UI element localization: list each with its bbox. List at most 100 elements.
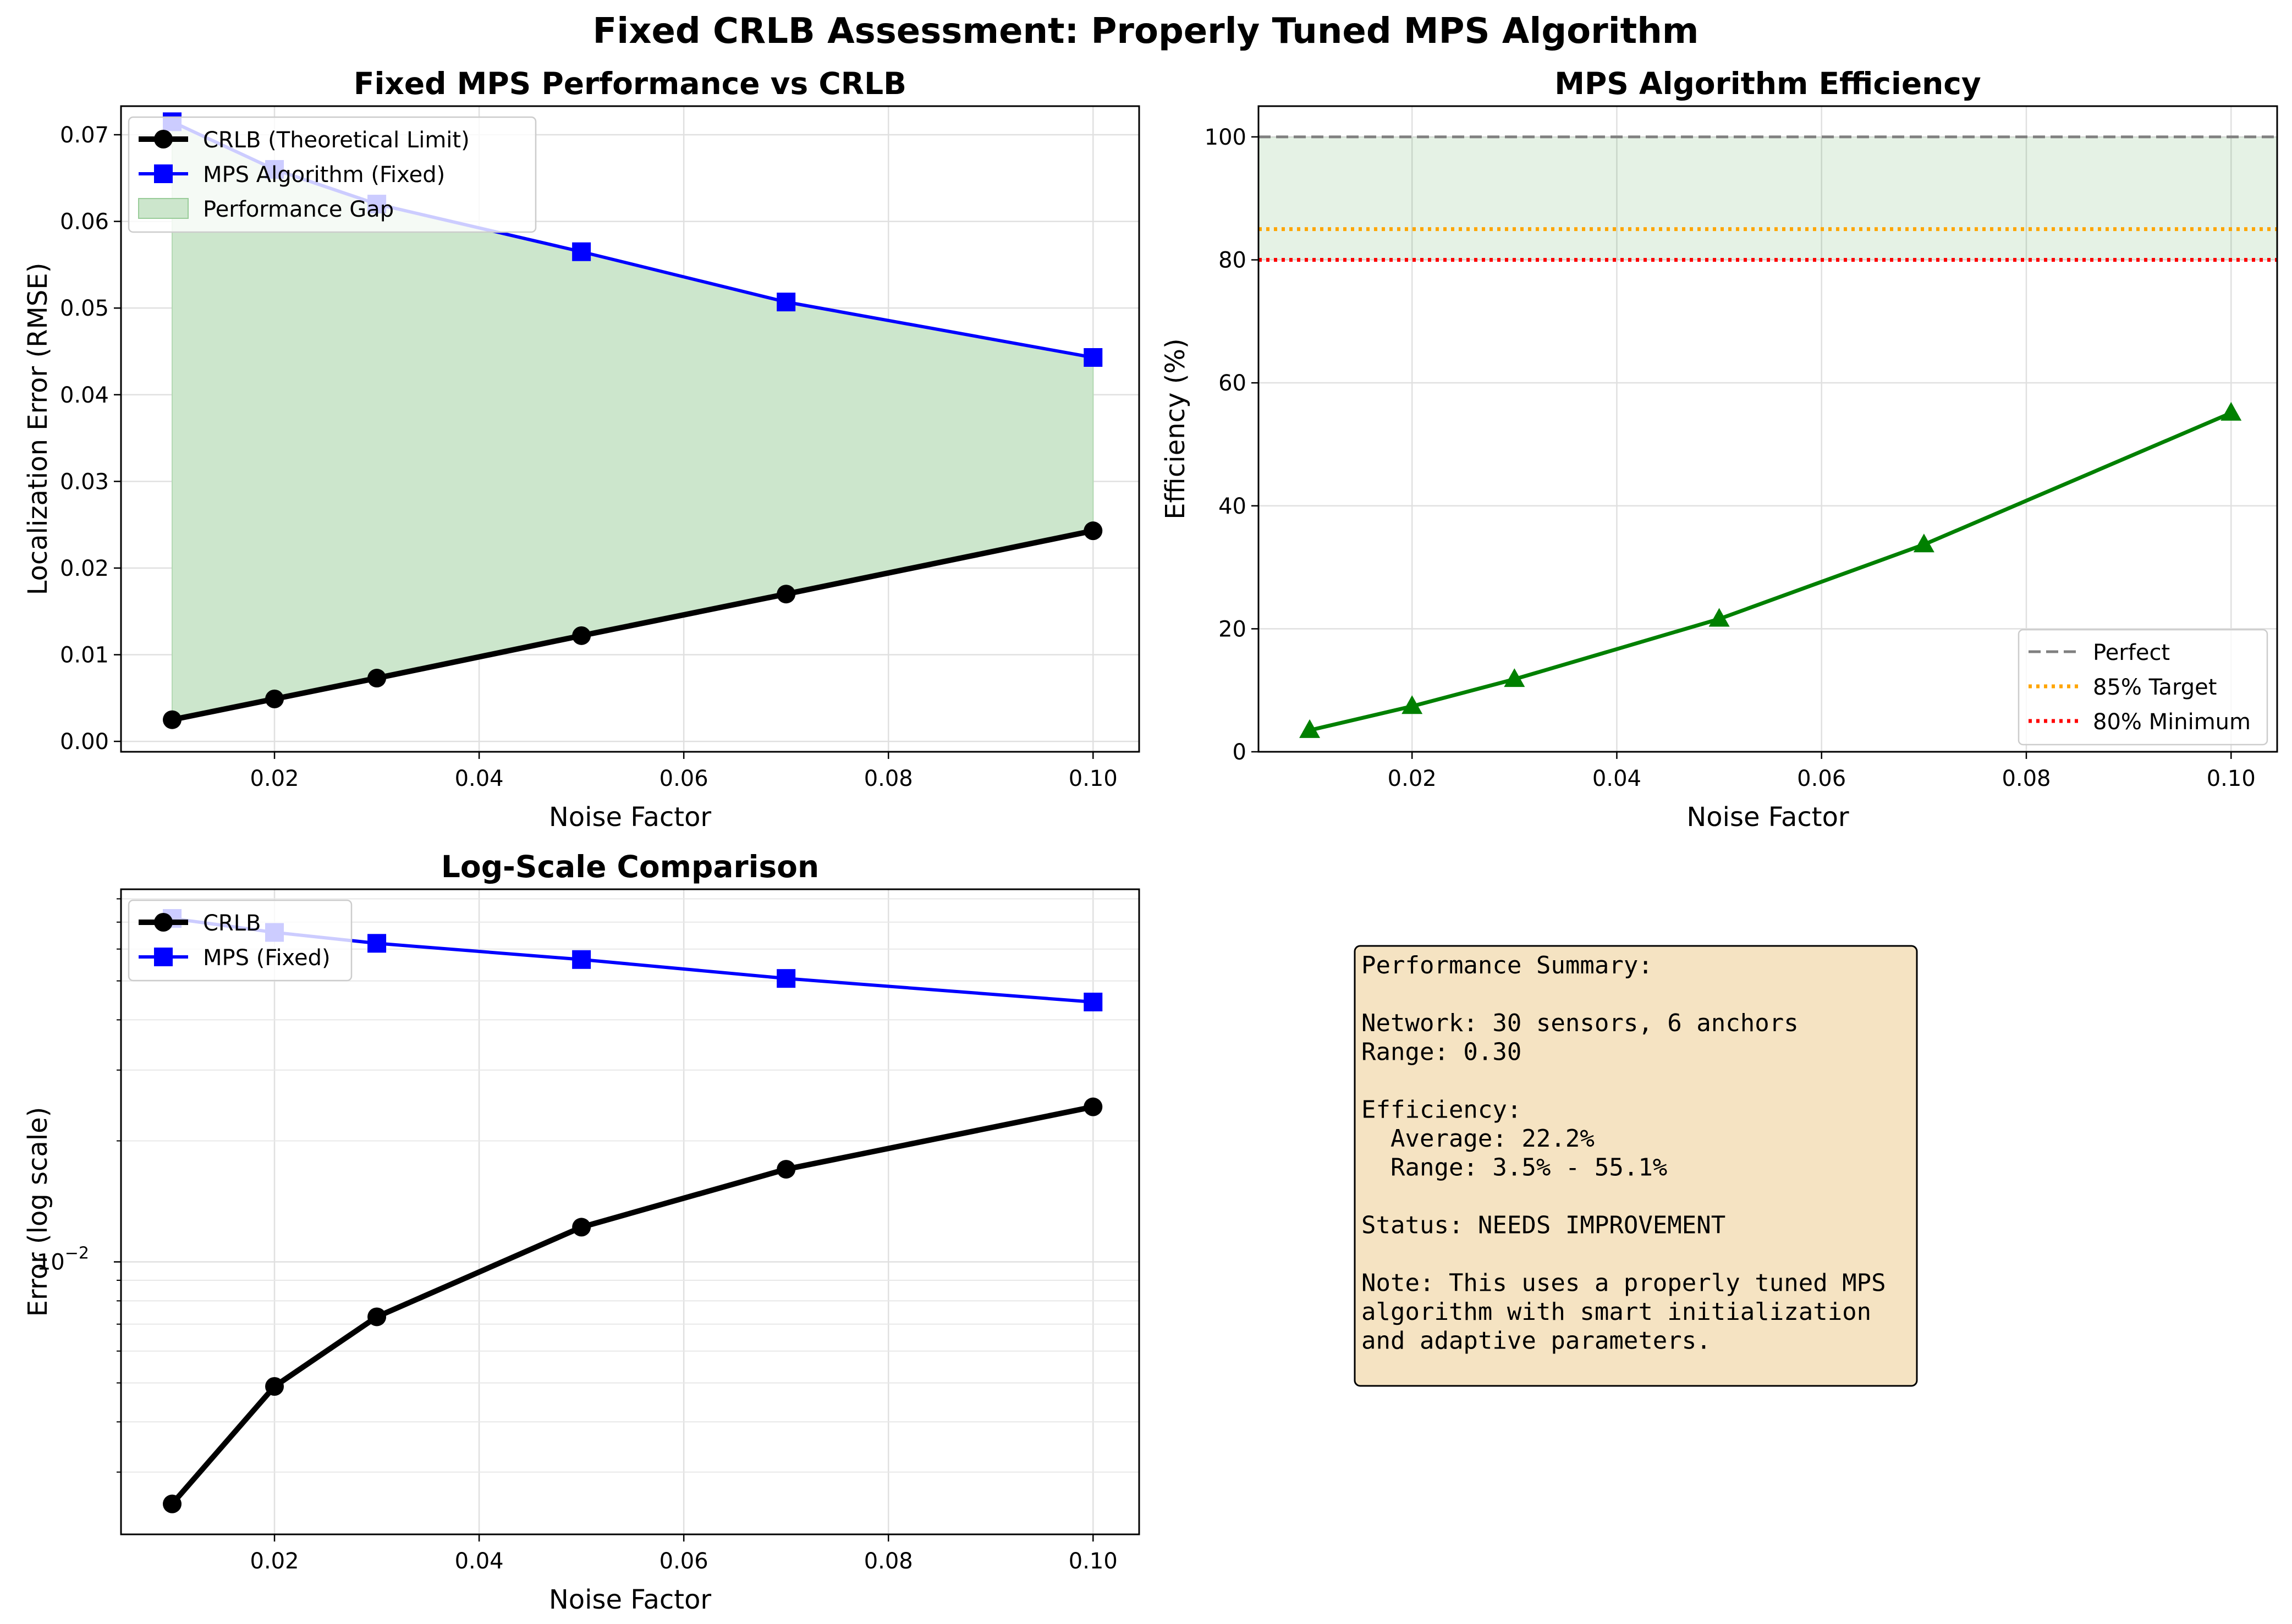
rmse-y-tick-label: 0.04 bbox=[60, 383, 109, 408]
rmse-x-tick-label: 0.06 bbox=[659, 766, 708, 791]
efficiency-series-point bbox=[1504, 668, 1525, 687]
log-scale-x-tick-label: 0.06 bbox=[659, 1549, 708, 1574]
summary-text: Performance Summary: Network: 30 sensors… bbox=[1361, 951, 1886, 1355]
summary-line: algorithm with smart initialization bbox=[1361, 1298, 1871, 1326]
summary-line: Note: This uses a properly tuned MPS bbox=[1361, 1269, 1886, 1297]
efficiency-y-tick-label: 40 bbox=[1218, 494, 1246, 519]
rmse-y-axis-label: Localization Error (RMSE) bbox=[23, 263, 53, 596]
summary-line bbox=[1361, 1067, 1376, 1095]
performance-summary-box: Performance Summary: Network: 30 sensors… bbox=[1354, 945, 1918, 1387]
summary-line: Status: NEEDS IMPROVEMENT bbox=[1361, 1212, 1725, 1240]
efficiency-title: MPS Algorithm Efficiency bbox=[1554, 66, 1981, 101]
log-crlb-series-point bbox=[1084, 1097, 1103, 1116]
rmse-x-tick-label: 0.02 bbox=[250, 766, 299, 791]
log-scale-x-tick-label: 0.08 bbox=[864, 1549, 913, 1574]
log-scale-legend-label: MPS (Fixed) bbox=[203, 945, 331, 971]
efficiency-x-axis-label: Noise Factor bbox=[1686, 802, 1849, 833]
log-scale-y-axis-label: Error (log scale) bbox=[23, 1107, 53, 1317]
efficiency-y-tick-label: 80 bbox=[1218, 248, 1246, 273]
crlb-series-point bbox=[163, 710, 182, 729]
log-scale-legend-marker bbox=[154, 948, 173, 966]
summary-line bbox=[1361, 1182, 1376, 1210]
efficiency-legend-label: 80% Minimum bbox=[2093, 709, 2251, 735]
efficiency-x-tick-label: 0.04 bbox=[1592, 766, 1641, 791]
efficiency-series-point bbox=[1299, 719, 1321, 738]
log-crlb-series-line bbox=[170, 1104, 1094, 1506]
efficiency-y-tick-label: 100 bbox=[1205, 125, 1246, 150]
efficiency-y-tick-label: 0 bbox=[1233, 740, 1246, 765]
efficiency-series-point bbox=[2220, 401, 2242, 421]
crlb-series-point bbox=[1084, 521, 1103, 541]
summary-line bbox=[1361, 981, 1376, 1009]
rmse-y-tick-label: 0.03 bbox=[60, 469, 109, 494]
summary-line bbox=[1361, 1240, 1376, 1268]
summary-line: Performance Summary: bbox=[1361, 951, 1653, 979]
summary-line: Efficiency: bbox=[1361, 1096, 1521, 1124]
log-crlb-series-point bbox=[163, 1494, 182, 1513]
chart-panel-log-scale: Log-Scale Comparison 0.02 0.04 0.06 0.08 0.10… bbox=[23, 849, 1140, 1615]
rmse-frame bbox=[120, 105, 1140, 753]
mps-series-point bbox=[572, 242, 591, 261]
log-mps-series-point bbox=[572, 950, 591, 969]
rmse-x-tick-label: 0.08 bbox=[864, 766, 913, 791]
log-mps-series-point bbox=[367, 934, 387, 953]
log-scale-x-tick-label: 0.02 bbox=[250, 1549, 299, 1574]
log-scale-y-tick-exponent: −2 bbox=[65, 1244, 89, 1263]
chart-panel-efficiency: MPS Algorithm Efficiency 0.02 0.04 0.06 0.08… bbox=[1160, 66, 2278, 833]
rmse-y-tick-label: 0.02 bbox=[60, 556, 109, 581]
rmse-y-tick-label: 0.07 bbox=[60, 123, 109, 148]
log-scale-title: Log-Scale Comparison bbox=[441, 849, 819, 884]
log-scale-legend-label: CRLB bbox=[203, 911, 261, 936]
log-scale-x-axis-label: Noise Factor bbox=[549, 1584, 712, 1615]
chart-panel-rmse: Fixed MPS Performance vs CRLB 0.02 0.04 0.0… bbox=[23, 66, 1140, 833]
log-scale-x-tick-label: 0.04 bbox=[455, 1549, 504, 1574]
efficiency-legend-label: Perfect bbox=[2093, 640, 2170, 665]
efficiency-series-point bbox=[1913, 533, 1934, 553]
rmse-y-tick-label: 0.05 bbox=[60, 296, 109, 321]
crlb-series-point bbox=[265, 689, 284, 708]
log-mps-series-point bbox=[1084, 993, 1103, 1012]
efficiency-y-tick-label: 20 bbox=[1218, 616, 1246, 642]
mps-series-point bbox=[777, 293, 796, 312]
rmse-y-tick-label: 0.06 bbox=[60, 210, 109, 235]
efficiency-y-axis-label: Efficiency (%) bbox=[1160, 338, 1191, 520]
rmse-title: Fixed MPS Performance vs CRLB bbox=[354, 66, 906, 101]
efficiency-y-tick-label: 60 bbox=[1218, 371, 1246, 396]
efficiency-x-tick-label: 0.10 bbox=[2207, 766, 2256, 791]
crlb-series-point bbox=[367, 669, 387, 688]
rmse-x-tick-label: 0.10 bbox=[1069, 766, 1118, 791]
rmse-legend-label: Performance Gap bbox=[203, 197, 394, 222]
efficiency-series-point bbox=[1401, 695, 1423, 714]
efficiency-x-tick-label: 0.06 bbox=[1797, 766, 1846, 791]
summary-box-background bbox=[1354, 945, 1918, 1387]
log-scale-legend-marker bbox=[154, 913, 173, 932]
mps-series-point bbox=[1084, 348, 1103, 367]
efficiency-x-tick-label: 0.02 bbox=[1388, 766, 1437, 791]
summary-line: Network: 30 sensors, 6 anchors bbox=[1361, 1009, 1799, 1037]
acceptable-band bbox=[1258, 136, 2277, 260]
log-crlb-series-point bbox=[265, 1377, 284, 1396]
log-crlb-series-point bbox=[777, 1160, 796, 1179]
summary-line: Range: 0.30 bbox=[1361, 1038, 1521, 1066]
rmse-legend-marker bbox=[154, 130, 173, 148]
log-crlb-series-point bbox=[367, 1307, 387, 1326]
rmse-legend-label: MPS Algorithm (Fixed) bbox=[203, 162, 445, 188]
efficiency-x-tick-label: 0.08 bbox=[2002, 766, 2051, 791]
crlb-series-point bbox=[572, 626, 591, 645]
crlb-series-line bbox=[172, 528, 1094, 723]
figure-title: Fixed CRLB Assessment: Properly Tuned MP… bbox=[593, 11, 1699, 52]
summary-line: Range: 3.5% - 55.1% bbox=[1361, 1154, 1667, 1182]
efficiency-legend-box bbox=[2018, 629, 2268, 746]
log-scale-frame bbox=[120, 888, 1140, 1535]
log-mps-series-point bbox=[777, 969, 796, 988]
rmse-legend-box bbox=[128, 116, 537, 233]
rmse-x-tick-label: 0.04 bbox=[455, 766, 504, 791]
rmse-legend-marker bbox=[154, 164, 173, 183]
rmse-legend-patch bbox=[138, 198, 189, 219]
efficiency-series-line bbox=[1309, 411, 2232, 733]
rmse-y-tick-label: 0.01 bbox=[60, 643, 109, 668]
efficiency-legend-label: 85% Target bbox=[2093, 675, 2217, 700]
summary-line: Average: 22.2% bbox=[1361, 1125, 1595, 1153]
crlb-series-point bbox=[777, 585, 796, 604]
